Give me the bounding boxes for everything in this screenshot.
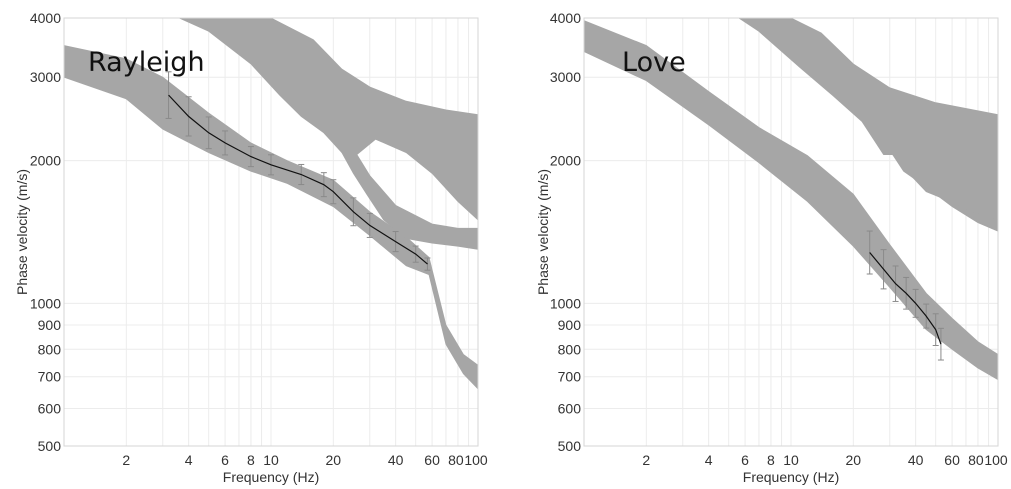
- x-tick-label: 4: [705, 452, 713, 468]
- model-band-2: [162, 18, 478, 221]
- x-tick-label: 4: [185, 452, 193, 468]
- x-tick-label: 20: [846, 452, 862, 468]
- y-tick-label: 600: [558, 400, 582, 416]
- grid: [584, 18, 998, 446]
- model-band-3: [891, 153, 998, 221]
- panel-label-rayleigh: Rayleigh: [88, 47, 205, 78]
- model-bands: [584, 18, 998, 381]
- x-tick-label: 40: [908, 452, 924, 468]
- panel-label-love: Love: [622, 47, 686, 78]
- y-tick-label: 1000: [550, 295, 581, 311]
- y-tick-labels: 500 600 700 800 900 1000 2000 3000 4000: [30, 10, 61, 454]
- x-tick-label: 8: [767, 452, 775, 468]
- y-axis-label: Phase velocity (m/s): [14, 169, 30, 295]
- x-tick-labels: 2 4 6 8 10 20 40 60 80 100: [122, 452, 487, 468]
- x-tick-label: 100: [984, 452, 1008, 468]
- x-tick-label: 80: [448, 452, 464, 468]
- y-tick-label: 4000: [550, 10, 581, 26]
- model-bands: [64, 18, 478, 390]
- love-curve: [869, 252, 942, 345]
- y-tick-label: 600: [38, 400, 62, 416]
- x-tick-label: 20: [326, 452, 342, 468]
- y-tick-label: 2000: [30, 153, 61, 169]
- y-tick-label: 500: [38, 438, 62, 454]
- y-tick-label: 900: [558, 317, 582, 333]
- y-tick-label: 4000: [30, 10, 61, 26]
- y-tick-label: 900: [38, 317, 62, 333]
- x-axis-label: Frequency (Hz): [223, 469, 319, 485]
- x-axis-label: Frequency (Hz): [743, 469, 839, 485]
- plot-frame: [583, 17, 999, 447]
- y-tick-label: 1000: [30, 295, 61, 311]
- y-tick-label: 800: [38, 341, 62, 357]
- x-tick-label: 100: [464, 452, 488, 468]
- x-tick-label: 10: [783, 452, 799, 468]
- x-tick-label: 80: [968, 452, 984, 468]
- x-tick-label: 6: [741, 452, 749, 468]
- plot-frame: [63, 17, 479, 447]
- love-panel: 2 4 6 8 10 20 40 60 80 100 500 600 700 800 900 1000 200…: [535, 10, 1008, 485]
- rayleigh-panel: 2 4 6 8 10 20 40 60 80 100 500 600 700 800 900 1000 200…: [14, 10, 488, 485]
- y-axis-label: Phase velocity (m/s): [535, 169, 551, 295]
- x-tick-label: 2: [122, 452, 130, 468]
- model-band-1: [64, 45, 478, 390]
- y-tick-labels: 500 600 700 800 900 1000 2000 3000 4000: [550, 10, 581, 454]
- y-tick-label: 500: [558, 438, 582, 454]
- model-band-3: [341, 152, 478, 250]
- x-tick-label: 6: [221, 452, 229, 468]
- y-tick-label: 700: [558, 369, 582, 385]
- y-tick-label: 800: [558, 341, 582, 357]
- x-tick-label: 10: [263, 452, 279, 468]
- y-tick-label: 700: [38, 369, 62, 385]
- x-tick-labels: 2 4 6 8 10 20 40 60 80 100: [642, 452, 1007, 468]
- model-band-1: [584, 20, 998, 381]
- y-tick-label: 2000: [550, 153, 581, 169]
- x-tick-label: 60: [944, 452, 960, 468]
- y-tick-label: 3000: [30, 69, 61, 85]
- x-tick-label: 60: [424, 452, 440, 468]
- x-tick-label: 8: [247, 452, 255, 468]
- rayleigh-curve: [168, 94, 428, 265]
- y-tick-label: 3000: [550, 69, 581, 85]
- x-tick-label: 2: [642, 452, 650, 468]
- x-tick-label: 40: [388, 452, 404, 468]
